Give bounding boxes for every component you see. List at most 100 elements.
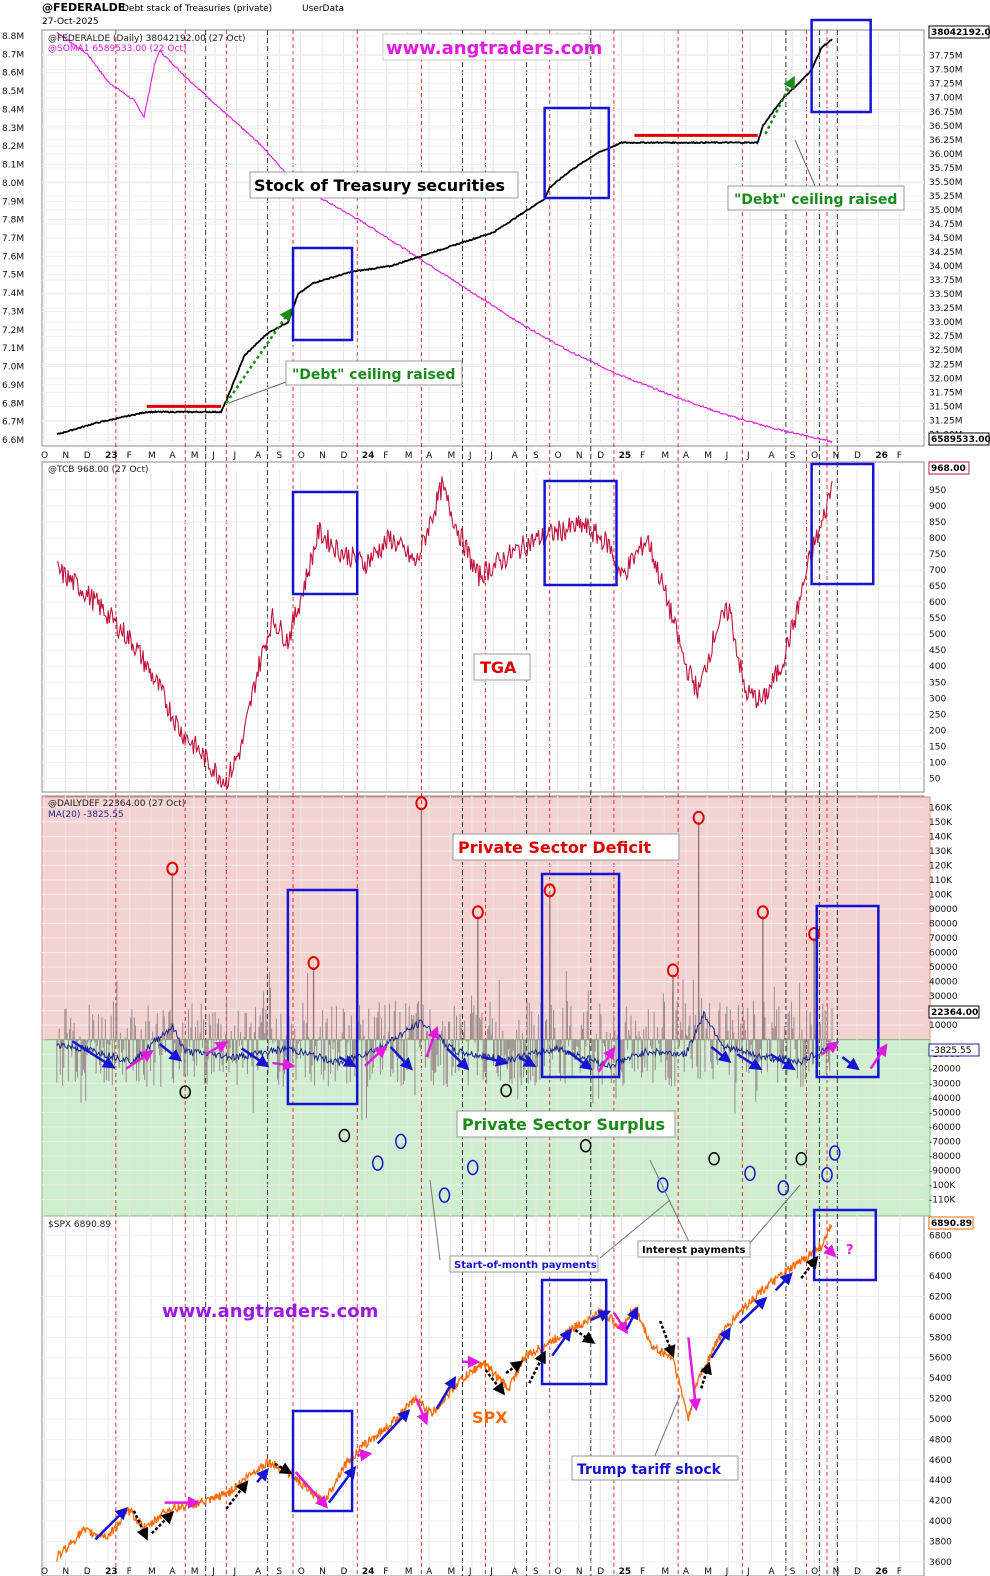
y-tick-label: 300 (929, 694, 946, 704)
x-tick-label: N (576, 1567, 583, 1576)
x-tick-label: 25 (619, 451, 632, 461)
label-surplus-box (456, 1110, 676, 1138)
spx-trend-arrow (612, 1312, 629, 1335)
x-tick-label: J (233, 1567, 237, 1576)
spx-trend-arrow (710, 1327, 731, 1359)
spx-trend-arrow (774, 1272, 793, 1292)
y-tick-label: 7.6M (2, 252, 24, 262)
series-tcb (56, 476, 833, 790)
x-tick-label: F (897, 451, 902, 461)
y-tick-label: 8.8M (2, 32, 24, 42)
y-tick-label: 8.4M (2, 105, 24, 115)
x-tick-label: N (62, 1567, 69, 1576)
tag-ma-box (928, 1043, 980, 1057)
y-tick-label: 4200 (929, 1497, 952, 1507)
y-tick-label: 8.2M (2, 142, 24, 152)
x-tick-label: O (811, 451, 818, 461)
label-private-surplus: Private Sector Surplus (462, 1115, 665, 1134)
y-tick-label: 33.75M (929, 276, 963, 286)
label-ceiling1-box (285, 360, 463, 386)
x-tick-label: F (383, 1567, 388, 1576)
y-tick-label: 350 (929, 678, 946, 688)
y-tick-label: 80000 (929, 919, 958, 929)
legend-federalde: @FEDERALDE (Daily) 38042192.00 (27 Oct) (48, 34, 246, 44)
y-tick-label: 3600 (929, 1558, 952, 1568)
y-tick-label: -40000 (929, 1094, 961, 1104)
x-tick-label: A (512, 451, 519, 461)
y-tick-label: 650 (929, 582, 946, 592)
x-tick-label: J (489, 451, 493, 461)
x-tick-label: D (84, 1567, 91, 1576)
label-pointer (653, 1394, 681, 1459)
y-tick-label: 34.25M (929, 248, 963, 258)
y-tick-label: -80000 (929, 1152, 961, 1162)
x-tick-label: J (468, 451, 472, 461)
y-tick-label: 5600 (929, 1354, 952, 1364)
spike-circle (471, 905, 484, 920)
y-tick-label: 37.00M (929, 94, 963, 104)
x-tick-label: 25 (619, 1567, 632, 1576)
flow-arrow (71, 1040, 116, 1069)
x-tick-label: A (768, 1567, 775, 1576)
y-tick-label: 8.7M (2, 50, 24, 60)
y-tick-label: 5400 (929, 1374, 952, 1384)
x-tick-label: M (704, 451, 712, 461)
interest-payment-marker (179, 1085, 191, 1099)
spike-circle (692, 810, 705, 825)
x-tick-label: 26 (875, 1567, 888, 1576)
y-tick-label: 550 (929, 614, 946, 624)
x-tick-label: J (725, 451, 729, 461)
y-tick-label: 34.00M (929, 262, 963, 272)
y-tick-label: 30000 (929, 992, 958, 1002)
y-tick-label: 6.7M (2, 418, 24, 428)
x-tick-label: M (704, 1567, 712, 1576)
y-tick-label: 100K (929, 890, 953, 900)
y-tick-label: -110K (929, 1195, 956, 1205)
y-tick-label: 8.3M (2, 124, 24, 134)
x-tick-label: J (489, 1567, 493, 1576)
y-tick-label: 7.4M (2, 289, 24, 299)
spx-trend-arrow (574, 1329, 596, 1344)
highlight-box (810, 462, 875, 586)
x-tick-label: A (255, 1567, 262, 1576)
spx-trend-arrow (658, 1320, 676, 1359)
start-of-month-marker (371, 1155, 384, 1171)
y-tick-label: 700 (929, 566, 946, 576)
x-tick-label: N (319, 451, 326, 461)
y-tick-label: -100K (929, 1181, 956, 1191)
x-tick-label: A (169, 1567, 176, 1576)
interest-payment-marker (338, 1128, 351, 1143)
y-tick-label: -70000 (929, 1137, 961, 1147)
flow-arrow (482, 1054, 509, 1067)
spx-trend-arrow (687, 1337, 702, 1412)
y-tick-label: 3800 (929, 1537, 952, 1547)
spx-trend-arrow (274, 1462, 293, 1475)
y-tick-label: 36.00M (929, 150, 963, 160)
y-tick-label: 900 (929, 502, 946, 512)
y-tick-label: -30000 (929, 1079, 961, 1089)
pointer-line (228, 381, 287, 404)
spx-trend-arrow (800, 1255, 819, 1279)
y-tick-label: 8.0M (2, 179, 24, 189)
x-tick-label: S (533, 451, 539, 461)
highlight-box (540, 872, 621, 1079)
x-tick-label: D (84, 451, 91, 461)
y-tick-label: 600 (929, 598, 946, 608)
start-of-month-marker (438, 1187, 451, 1203)
y-tick-label: 160K (929, 803, 953, 813)
highlight-box (291, 1409, 354, 1513)
y-tick-label: 7.8M (2, 216, 24, 226)
spx-trend-arrow (225, 1480, 249, 1510)
legend-dailydef: @DAILYDEF 22364.00 (27 Oct) (48, 799, 185, 809)
y-tick-label: 31.25M (929, 416, 963, 426)
x-tick-label: S (533, 1567, 539, 1576)
y-tick-label: 140K (929, 832, 953, 842)
y-tick-label: 100 (929, 758, 946, 768)
x-tick-label: S (276, 1567, 282, 1576)
spx-trend-arrow (357, 1449, 373, 1462)
y-tick-label: 110K (929, 876, 953, 886)
ceiling-arrow-2 (764, 75, 795, 135)
x-tick-label: N (833, 451, 840, 461)
x-tick-label: O (41, 451, 48, 461)
